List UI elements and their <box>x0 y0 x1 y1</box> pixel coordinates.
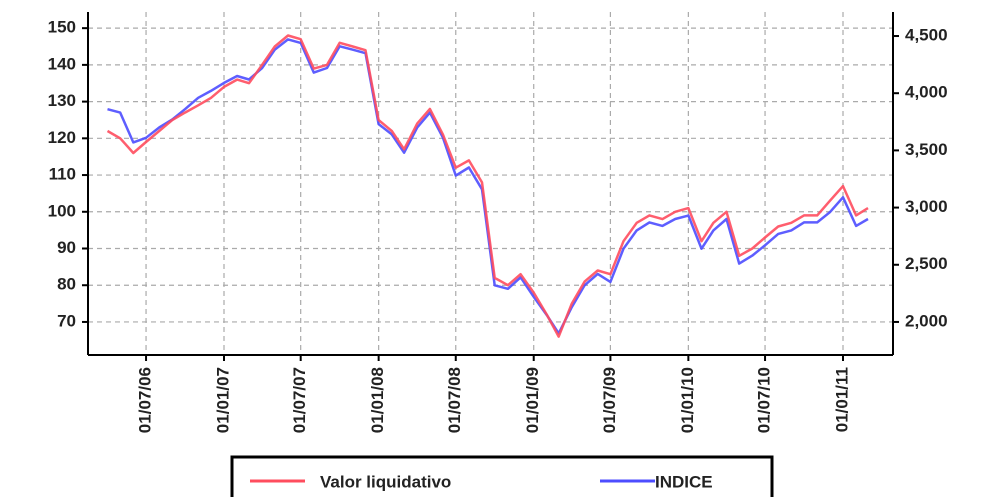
y-tick-label: 90 <box>57 238 76 257</box>
legend-label: Valor liquidativo <box>320 472 451 491</box>
x-tick-label: 01/01/09 <box>523 367 542 433</box>
legend-box <box>230 455 774 502</box>
y-tick-label: 120 <box>48 128 76 147</box>
x-tick-label: 01/07/08 <box>445 367 464 433</box>
y-tick-label: 150 <box>48 18 76 37</box>
y2-tick-label: 4,000 <box>905 83 948 102</box>
y-tick-label: 80 <box>57 275 76 294</box>
x-tick-label: 01/01/10 <box>678 367 697 433</box>
y-tick-label: 130 <box>48 91 76 110</box>
x-tick-label: 01/07/06 <box>136 367 155 433</box>
y-tick-label: 110 <box>49 165 76 184</box>
y2-tick-label: 3,000 <box>905 197 948 216</box>
x-tick-label: 01/07/09 <box>600 367 619 433</box>
y2-tick-label: 4,500 <box>905 26 948 45</box>
legend-label: INDICE <box>655 472 713 491</box>
y2-tick-label: 3,500 <box>905 140 948 159</box>
y-tick-label: 100 <box>48 201 76 220</box>
y2-tick-label: 2,500 <box>905 254 948 273</box>
y-tick-label: 140 <box>48 54 76 73</box>
series-line <box>106 34 869 338</box>
x-tick-label: 01/01/07 <box>213 367 232 433</box>
x-tick-label: 01/01/11 <box>832 367 851 432</box>
x-tick-label: 01/07/10 <box>755 367 774 433</box>
x-tick-label: 01/01/08 <box>368 367 387 433</box>
x-tick-label: 01/07/07 <box>290 367 309 433</box>
y2-tick-label: 2,000 <box>905 311 948 330</box>
y-tick-label: 70 <box>57 311 76 330</box>
